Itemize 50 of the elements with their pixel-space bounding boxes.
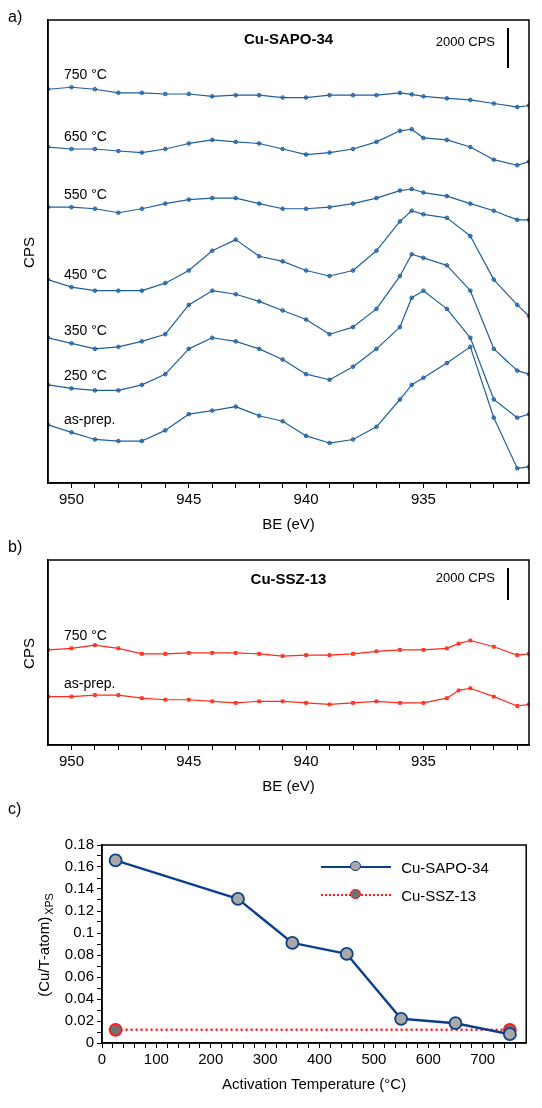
text: b) [8,538,23,556]
x-tick-label: 400 [307,1050,333,1068]
y-tick-label: 0.12 [64,901,94,919]
x-tick-label: 950 [58,490,84,508]
x-axis-title: BE (eV) [262,515,315,533]
x-tick-label: 935 [410,752,436,770]
y-tick-label: 0.02 [64,1011,94,1029]
x-tick-label: 500 [361,1050,387,1068]
x-tick-label: 600 [415,1050,441,1068]
x-tick-label: 0 [97,1050,107,1068]
series-label: 550 °C [64,186,107,203]
legend-label: Cu-SSZ-13 [401,886,477,904]
y-tick-label: 0.14 [64,879,94,897]
x-axis-title: Activation Temperature (°C) [222,1075,407,1093]
legend-label: Cu-SAPO-34 [401,858,489,876]
y-axis-title: CPS [20,638,38,669]
series-label: 750 °C [64,66,107,83]
x-tick-label: 940 [293,490,319,508]
y-tick-label: 0.04 [64,989,94,1007]
x-tick-label: 935 [410,490,436,508]
series-label: 750 °C [64,627,107,644]
chart-title: Cu-SSZ-13 [250,569,327,587]
x-tick-label: 200 [198,1050,224,1068]
y-tick-label: 0.18 [64,835,94,853]
x-tick-label: 940 [293,752,319,770]
y-axis-title: (Cu/T-atom)XPS [35,893,56,997]
x-tick-label: 700 [470,1050,496,1068]
x-tick-label: 945 [176,490,202,508]
y-tick-label: 0 [85,1033,94,1051]
series-label: 350 °C [64,322,107,339]
text: a) [8,8,23,26]
x-tick-label: 100 [143,1050,169,1068]
chart-title: Cu-SAPO-34 [243,29,334,47]
x-tick-label: 945 [176,752,202,770]
x-axis-title: BE (eV) [262,777,315,795]
text: c) [8,800,22,818]
text: 2000 CPS [435,569,496,585]
y-tick-label: 0.08 [64,945,94,963]
y-axis-title: CPS [20,237,38,268]
x-tick-label: 950 [58,752,84,770]
series-label: 650 °C [64,127,107,144]
y-tick-label: 0.1 [73,923,94,941]
series-label: as-prep. [64,675,116,692]
series-label: as-prep. [64,411,116,428]
series-label: 450 °C [64,265,107,282]
text: 2000 CPS [435,33,496,49]
y-tick-label: 0.16 [64,857,94,875]
series-label: 250 °C [64,367,107,384]
y-tick-label: 0.06 [64,967,94,985]
x-tick-label: 300 [252,1050,278,1068]
